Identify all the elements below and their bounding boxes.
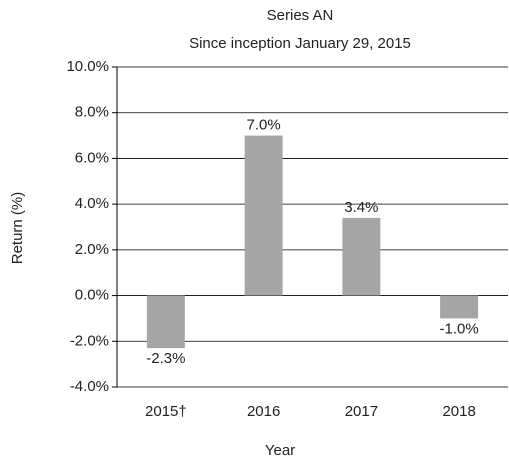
y-axis-label: Return (%) xyxy=(9,192,26,265)
x-tick-label: 2017 xyxy=(345,403,378,420)
value-label: -2.3% xyxy=(146,350,185,367)
y-tick-label: 10.0% xyxy=(66,58,109,75)
x-tick-label: 2015† xyxy=(145,403,187,420)
x-tick-label: 2016 xyxy=(247,403,280,420)
bar xyxy=(146,295,185,349)
y-tick-label: 2.0% xyxy=(75,241,109,258)
y-tick-label: 0.0% xyxy=(75,287,109,304)
value-label: 7.0% xyxy=(247,117,281,134)
value-label: 3.4% xyxy=(344,199,378,216)
y-tick-label: -2.0% xyxy=(70,332,109,349)
bar xyxy=(244,135,283,296)
x-tick-label: 2018 xyxy=(442,403,475,420)
y-tick-label: 6.0% xyxy=(75,149,109,166)
bar xyxy=(342,217,381,296)
value-label: -1.0% xyxy=(440,320,479,337)
y-tick-label: 4.0% xyxy=(75,195,109,212)
chart-title: Series AN xyxy=(267,7,334,24)
y-tick-label: -4.0% xyxy=(70,378,109,395)
y-tick-label: 8.0% xyxy=(75,104,109,121)
bar xyxy=(440,295,479,319)
x-axis-label: Year xyxy=(265,442,295,459)
chart-subtitle: Since inception January 29, 2015 xyxy=(189,35,411,52)
